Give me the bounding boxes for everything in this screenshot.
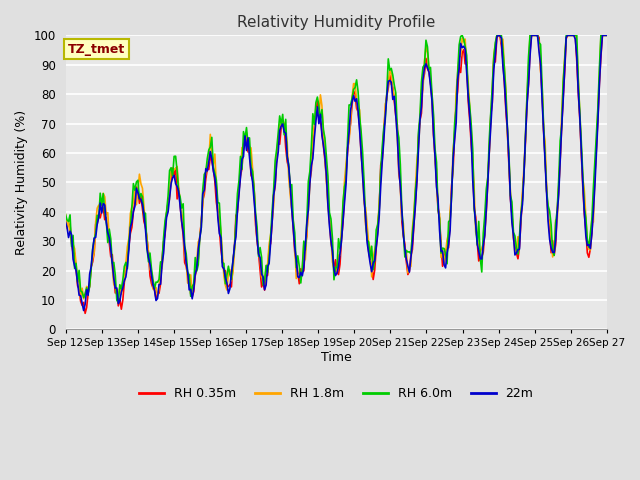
Line: RH 1.8m: RH 1.8m bbox=[65, 36, 607, 299]
RH 0.35m bbox=[225, 284, 232, 289]
RH 1.8m bbox=[243, 130, 250, 136]
RH 1.8m bbox=[576, 109, 584, 115]
RH 1.8m bbox=[603, 33, 611, 38]
Legend: RH 0.35m, RH 1.8m, RH 6.0m, 22m: RH 0.35m, RH 1.8m, RH 6.0m, 22m bbox=[134, 383, 538, 406]
RH 0.35m bbox=[603, 33, 611, 38]
RH 6.0m bbox=[225, 264, 232, 269]
X-axis label: Time: Time bbox=[321, 351, 351, 364]
RH 6.0m bbox=[61, 212, 69, 217]
22m bbox=[252, 215, 259, 220]
22m bbox=[225, 290, 232, 296]
22m bbox=[495, 33, 502, 38]
RH 6.0m bbox=[458, 33, 466, 38]
RH 1.8m bbox=[129, 200, 137, 205]
RH 0.35m bbox=[576, 116, 584, 122]
22m bbox=[61, 219, 69, 225]
RH 0.35m bbox=[61, 218, 69, 224]
RH 6.0m bbox=[603, 33, 611, 38]
22m bbox=[243, 147, 250, 153]
Title: Relativity Humidity Profile: Relativity Humidity Profile bbox=[237, 15, 435, 30]
RH 0.35m bbox=[129, 209, 137, 215]
RH 1.8m bbox=[252, 216, 259, 222]
RH 0.35m bbox=[243, 136, 250, 142]
22m bbox=[300, 264, 308, 270]
RH 0.35m bbox=[495, 33, 502, 38]
RH 1.8m bbox=[80, 296, 88, 301]
RH 6.0m bbox=[115, 300, 122, 305]
RH 0.35m bbox=[252, 222, 259, 228]
RH 0.35m bbox=[300, 268, 308, 274]
22m bbox=[603, 33, 611, 38]
Text: TZ_tmet: TZ_tmet bbox=[68, 43, 125, 56]
Line: 22m: 22m bbox=[65, 36, 607, 311]
RH 6.0m bbox=[252, 210, 259, 216]
RH 1.8m bbox=[225, 270, 232, 276]
RH 1.8m bbox=[61, 212, 69, 217]
RH 0.35m bbox=[81, 311, 89, 316]
RH 6.0m bbox=[300, 238, 308, 244]
RH 6.0m bbox=[243, 125, 250, 131]
RH 6.0m bbox=[129, 181, 137, 187]
22m bbox=[80, 308, 88, 313]
22m bbox=[129, 209, 137, 215]
Y-axis label: Relativity Humidity (%): Relativity Humidity (%) bbox=[15, 110, 28, 255]
RH 1.8m bbox=[493, 33, 500, 38]
RH 6.0m bbox=[576, 110, 584, 116]
22m bbox=[576, 114, 584, 120]
Line: RH 0.35m: RH 0.35m bbox=[65, 36, 607, 313]
RH 1.8m bbox=[300, 241, 308, 247]
Line: RH 6.0m: RH 6.0m bbox=[65, 36, 607, 302]
